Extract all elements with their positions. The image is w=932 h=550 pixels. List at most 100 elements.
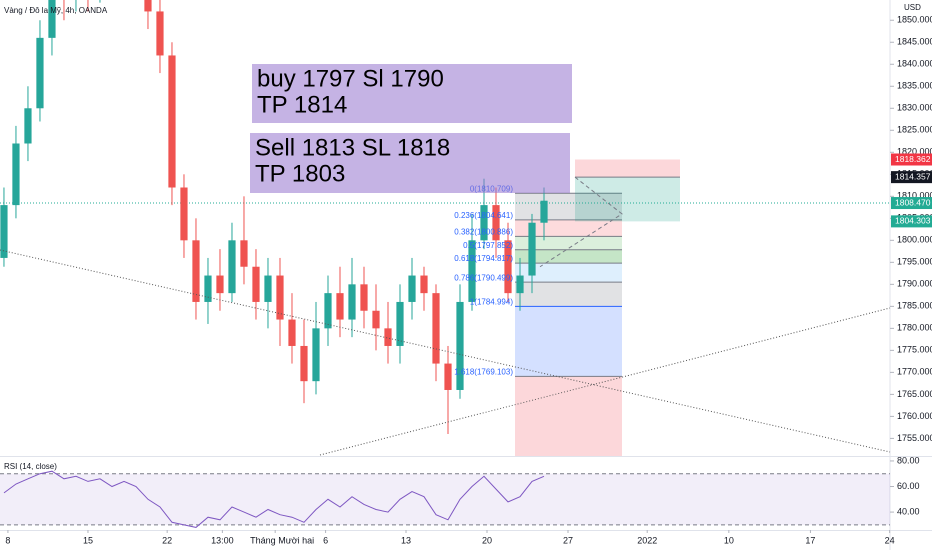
rsi-tick-label: 80.00 xyxy=(897,455,920,465)
candle-body xyxy=(48,0,56,38)
candle-body xyxy=(528,222,536,276)
candle-body xyxy=(468,240,476,302)
y-tick-label: 1785.000 xyxy=(897,301,932,311)
candle-body xyxy=(0,205,8,258)
candle-body xyxy=(156,11,164,56)
x-tick-label: 27 xyxy=(563,535,573,545)
candle-body xyxy=(264,275,272,302)
x-tick-label: 22 xyxy=(162,535,172,545)
candle-body xyxy=(24,108,32,144)
symbol-title: Vàng / Đô la Mỹ, 4h, OANDA xyxy=(4,6,108,15)
candle-body xyxy=(420,275,428,294)
annotation-text: Sell 1813 SL 1818 xyxy=(255,134,450,161)
candle-body xyxy=(516,275,524,294)
fib-label: 0.5(1797.852) xyxy=(463,241,513,250)
candle-body xyxy=(336,293,344,320)
y-tick-label: 1835.000 xyxy=(897,81,932,91)
candle-body xyxy=(252,266,260,302)
fib-band xyxy=(515,193,622,220)
currency: USD xyxy=(904,3,921,12)
candle-body xyxy=(456,301,464,390)
fib-band xyxy=(515,376,622,456)
annotation-text: TP 1814 xyxy=(257,91,347,118)
rsi-line xyxy=(3,470,545,528)
y-tick-label: 1820.000 xyxy=(897,147,932,157)
x-tick-label: 15 xyxy=(83,535,93,545)
x-tick-label: 8 xyxy=(5,535,10,545)
candle-body xyxy=(396,301,404,346)
annotation-text: buy 1797 Sl 1790 xyxy=(257,65,444,92)
price-tag-label: 1814.357 xyxy=(895,171,931,181)
rsi-tick-label: 40.00 xyxy=(897,506,920,516)
price-tag xyxy=(891,215,932,228)
annotation-text: TP 1803 xyxy=(255,160,345,187)
candle-body xyxy=(324,293,332,329)
fib-label: 0.618(1794.817) xyxy=(454,254,513,263)
annotation-box xyxy=(250,133,570,193)
candle-body xyxy=(312,328,320,382)
stop-zone xyxy=(575,159,680,178)
candle-body xyxy=(540,200,548,223)
candle-body xyxy=(180,187,188,241)
y-tick-label: 1755.000 xyxy=(897,433,932,443)
candle-body xyxy=(240,240,248,267)
fib-band xyxy=(515,249,622,264)
y-tick-label: 1845.000 xyxy=(897,37,932,47)
fib-band xyxy=(515,306,622,377)
candle-body xyxy=(360,284,368,311)
x-tick-label: 2022 xyxy=(637,535,657,545)
y-tick-label: 1800.000 xyxy=(897,235,932,245)
y-tick-label: 1850.000 xyxy=(897,15,932,25)
candle-body xyxy=(168,55,176,188)
fib-label: 0.382(1800.886) xyxy=(454,228,513,237)
candle-body xyxy=(288,319,296,346)
price-tag xyxy=(891,153,932,166)
y-tick-label: 1760.000 xyxy=(897,411,932,421)
candle-body xyxy=(12,143,20,206)
x-tick-label: 6 xyxy=(323,535,328,545)
y-tick-label: 1765.000 xyxy=(897,389,932,399)
x-tick-label: 24 xyxy=(885,535,895,545)
price-tag-label: 1818.362 xyxy=(895,154,931,164)
trend-line xyxy=(0,249,891,453)
candle-body xyxy=(204,275,212,302)
candle-body xyxy=(408,275,416,302)
fib-band xyxy=(515,263,622,283)
x-tick-label: 10 xyxy=(724,535,734,545)
candle-body xyxy=(36,37,44,109)
candle-body xyxy=(144,0,152,12)
y-tick-label: 1825.000 xyxy=(897,125,932,135)
y-tick-label: 1810.000 xyxy=(897,191,932,201)
candle-body xyxy=(372,310,380,329)
candle-body xyxy=(192,240,200,302)
candle-body xyxy=(444,363,452,390)
y-tick-label: 1780.000 xyxy=(897,323,932,333)
x-tick-label: 13:00 xyxy=(211,535,234,545)
candle-body xyxy=(300,345,308,382)
y-tick-label: 1840.000 xyxy=(897,59,932,69)
candle-body xyxy=(492,205,500,241)
fib-label: 0.236(1804.641) xyxy=(454,211,513,220)
fib-label: 1.618(1769.103) xyxy=(454,367,513,376)
trend-line xyxy=(319,307,891,456)
fib-band xyxy=(515,219,622,237)
y-tick-label: 1770.000 xyxy=(897,367,932,377)
x-tick-label: 20 xyxy=(482,535,492,545)
rsi-tick-label: 60.00 xyxy=(897,481,920,491)
fib-band xyxy=(515,282,622,307)
candle-body xyxy=(504,240,512,294)
fib-label: 0.786(1790.499) xyxy=(454,273,513,282)
y-tick-label: 1795.000 xyxy=(897,257,932,267)
price-tag-label: 1808.470 xyxy=(895,197,931,207)
candle-body xyxy=(276,275,284,320)
rsi-title: RSI (14, close) xyxy=(4,462,57,471)
position-arrow xyxy=(539,176,623,268)
fib-band xyxy=(515,236,622,250)
price-tag xyxy=(891,171,932,184)
x-tick-label: 17 xyxy=(805,535,815,545)
candle-body xyxy=(480,205,488,241)
y-tick-label: 1830.000 xyxy=(897,103,932,113)
candle-body xyxy=(348,284,356,320)
x-tick-label: 13 xyxy=(401,535,411,545)
